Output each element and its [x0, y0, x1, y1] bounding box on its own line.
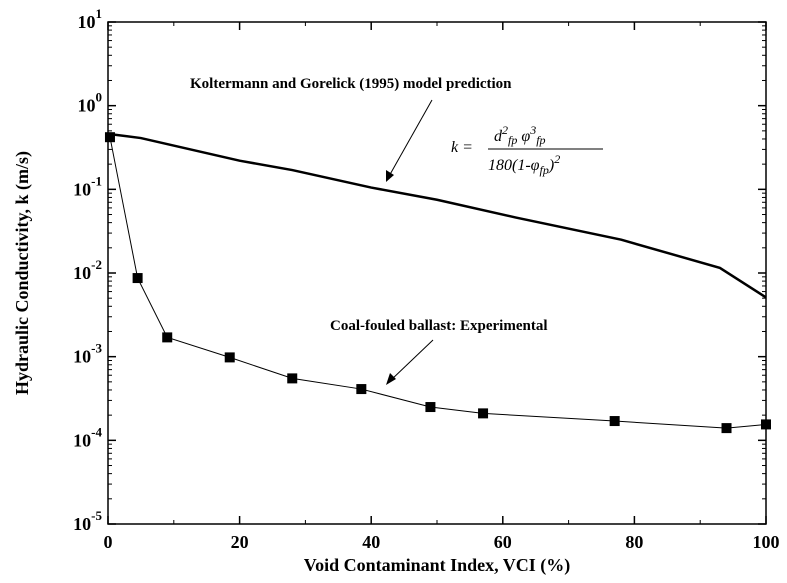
marker: [609, 416, 620, 427]
marker: [478, 408, 489, 419]
x-tick-label: 20: [231, 532, 249, 552]
marker: [721, 423, 732, 434]
y-tick-label: 10-4: [73, 424, 102, 450]
tick-exp: -4: [91, 424, 102, 439]
y-tick-label: 10-1: [73, 173, 102, 199]
y-tick-label: 10-5: [73, 508, 102, 534]
x-tick-label: 80: [625, 532, 643, 552]
formula-lhs: k =: [451, 139, 473, 156]
marker: [104, 132, 115, 143]
y-tick-label: 10-2: [73, 257, 102, 283]
x-tick-label: 0: [104, 532, 113, 552]
marker: [356, 384, 367, 395]
annotation: Coal-fouled ballast: Experimental: [330, 318, 548, 334]
tick-base: 10: [78, 96, 96, 116]
marker: [162, 332, 173, 343]
marker: [287, 373, 298, 384]
x-axis-label: Void Contaminant Index, VCI (%): [304, 555, 571, 576]
marker: [761, 419, 771, 430]
tick-exp: -1: [91, 173, 102, 188]
arrow-head: [386, 373, 396, 385]
x-tick-label: 100: [753, 532, 780, 552]
y-tick-label: 10-3: [73, 341, 102, 367]
marker: [132, 273, 143, 284]
y-tick-label: 101: [78, 6, 103, 32]
tick-base: 10: [73, 514, 91, 534]
annotation: Koltermann and Gorelick (1995) model pre…: [190, 76, 512, 92]
tick-base: 10: [73, 263, 91, 283]
tick-exp: 0: [96, 90, 103, 105]
plot-frame: [107, 21, 767, 525]
arrow: [387, 99, 433, 179]
y-tick-label: 100: [78, 90, 103, 116]
arrow-head: [386, 170, 394, 182]
formula-den: 180(1-φfp)2: [488, 152, 560, 177]
arrow: [389, 339, 434, 382]
tick-base: 10: [78, 12, 96, 32]
x-tick-label: 60: [494, 532, 512, 552]
tick-base: 10: [73, 347, 91, 367]
formula: k = d2fp φ3fp 180(1-φfp)2: [451, 123, 603, 177]
x-tick-label: 40: [362, 532, 380, 552]
tick-exp: -2: [91, 257, 102, 272]
series-line: [109, 137, 767, 429]
marker: [425, 402, 436, 413]
tick-exp: -5: [91, 508, 102, 523]
tick-base: 10: [73, 430, 91, 450]
tick-exp: 1: [96, 6, 103, 21]
tick-base: 10: [73, 179, 91, 199]
y-axis-label: Hydraulic Conductivity, k (m/s): [12, 151, 33, 395]
formula-num: d2fp φ3fp: [494, 123, 546, 147]
tick-exp: -3: [91, 341, 102, 356]
marker: [224, 352, 235, 363]
series-line: [107, 132, 767, 299]
